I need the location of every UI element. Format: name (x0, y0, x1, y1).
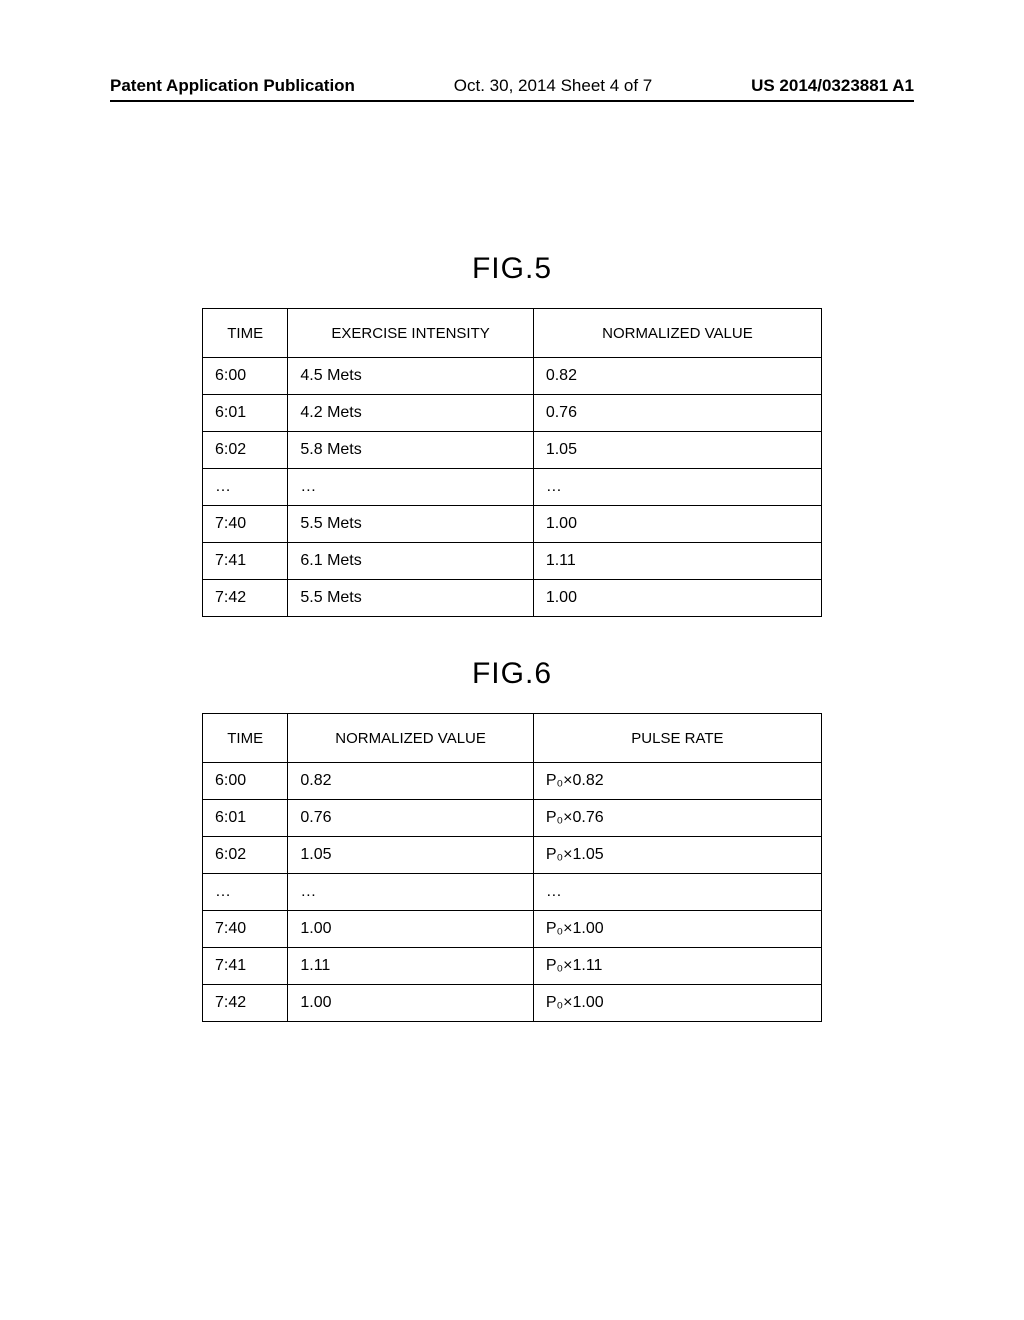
cell-intensity: 5.5 Mets (288, 506, 533, 543)
cell-normalized: 0.82 (288, 763, 533, 800)
cell-normalized: … (288, 874, 533, 911)
cell-normalized: 1.11 (533, 543, 821, 580)
table-row: 6:01 0.76 P₀×0.76 (203, 800, 822, 837)
cell-normalized: 1.00 (288, 985, 533, 1022)
cell-time: … (203, 874, 288, 911)
table-row: 6:01 4.2 Mets 0.76 (203, 395, 822, 432)
figure-6-label: FIG.6 (110, 657, 914, 691)
cell-intensity: 4.5 Mets (288, 358, 533, 395)
table-header-row: TIME EXERCISE INTENSITY NORMALIZED VALUE (203, 309, 822, 358)
figure-5-table: TIME EXERCISE INTENSITY NORMALIZED VALUE… (202, 308, 822, 617)
cell-pulse-rate: P₀×1.00 (533, 911, 821, 948)
cell-normalized: … (533, 469, 821, 506)
col-header-time: TIME (203, 309, 288, 358)
cell-normalized: 1.11 (288, 948, 533, 985)
table-row: 7:40 1.00 P₀×1.00 (203, 911, 822, 948)
cell-pulse-rate: P₀×0.76 (533, 800, 821, 837)
table-row: … … … (203, 874, 822, 911)
table-row: 7:41 1.11 P₀×1.11 (203, 948, 822, 985)
cell-normalized: 1.00 (533, 580, 821, 617)
col-header-time: TIME (203, 714, 288, 763)
cell-pulse-rate: P₀×1.00 (533, 985, 821, 1022)
cell-time: 7:40 (203, 506, 288, 543)
table-row: 6:02 5.8 Mets 1.05 (203, 432, 822, 469)
col-header-pulse-rate: PULSE RATE (533, 714, 821, 763)
cell-time: 6:01 (203, 800, 288, 837)
cell-normalized: 0.76 (288, 800, 533, 837)
cell-time: 7:42 (203, 580, 288, 617)
cell-normalized: 0.76 (533, 395, 821, 432)
cell-pulse-rate: P₀×1.11 (533, 948, 821, 985)
cell-normalized: 1.00 (533, 506, 821, 543)
table-row: 7:40 5.5 Mets 1.00 (203, 506, 822, 543)
cell-normalized: 0.82 (533, 358, 821, 395)
page-header: Patent Application Publication Oct. 30, … (110, 76, 914, 102)
cell-time: 7:41 (203, 543, 288, 580)
table-row: 6:00 0.82 P₀×0.82 (203, 763, 822, 800)
cell-intensity: 5.5 Mets (288, 580, 533, 617)
col-header-normalized-value: NORMALIZED VALUE (288, 714, 533, 763)
cell-time: 7:42 (203, 985, 288, 1022)
cell-time: 6:00 (203, 358, 288, 395)
table-header-row: TIME NORMALIZED VALUE PULSE RATE (203, 714, 822, 763)
header-sheet-info: Oct. 30, 2014 Sheet 4 of 7 (454, 76, 652, 96)
cell-intensity: … (288, 469, 533, 506)
col-header-exercise-intensity: EXERCISE INTENSITY (288, 309, 533, 358)
cell-normalized: 1.00 (288, 911, 533, 948)
cell-pulse-rate: P₀×0.82 (533, 763, 821, 800)
cell-time: 7:41 (203, 948, 288, 985)
table-row: 7:41 6.1 Mets 1.11 (203, 543, 822, 580)
cell-time: … (203, 469, 288, 506)
cell-time: 6:00 (203, 763, 288, 800)
table-row: 7:42 1.00 P₀×1.00 (203, 985, 822, 1022)
cell-time: 6:02 (203, 837, 288, 874)
cell-time: 7:40 (203, 911, 288, 948)
header-publication: Patent Application Publication (110, 76, 355, 96)
cell-intensity: 6.1 Mets (288, 543, 533, 580)
cell-intensity: 5.8 Mets (288, 432, 533, 469)
cell-time: 6:02 (203, 432, 288, 469)
cell-intensity: 4.2 Mets (288, 395, 533, 432)
table-row: 6:00 4.5 Mets 0.82 (203, 358, 822, 395)
cell-normalized: 1.05 (288, 837, 533, 874)
header-pub-number: US 2014/0323881 A1 (751, 76, 914, 96)
page: Patent Application Publication Oct. 30, … (0, 0, 1024, 1320)
col-header-normalized-value: NORMALIZED VALUE (533, 309, 821, 358)
cell-normalized: 1.05 (533, 432, 821, 469)
table-row: 7:42 5.5 Mets 1.00 (203, 580, 822, 617)
figure-5-label: FIG.5 (110, 252, 914, 286)
cell-pulse-rate: P₀×1.05 (533, 837, 821, 874)
cell-time: 6:01 (203, 395, 288, 432)
table-row: … … … (203, 469, 822, 506)
figure-6-table: TIME NORMALIZED VALUE PULSE RATE 6:00 0.… (202, 713, 822, 1022)
table-row: 6:02 1.05 P₀×1.05 (203, 837, 822, 874)
cell-pulse-rate: … (533, 874, 821, 911)
